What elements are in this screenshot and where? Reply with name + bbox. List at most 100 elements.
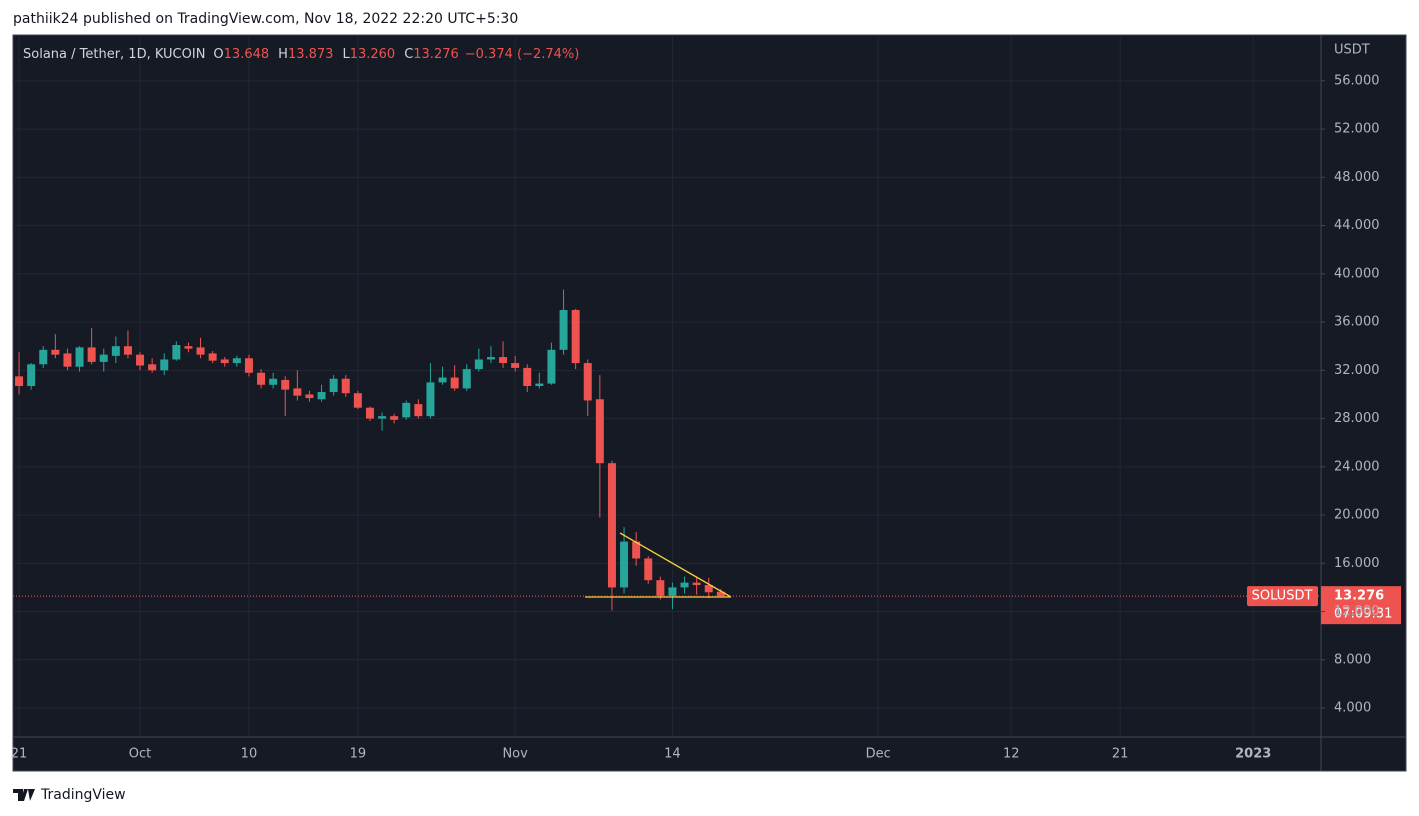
candle-body [692,582,701,586]
candle-body [99,354,108,362]
candle-body [438,377,447,383]
y-tick-label: 20.000 [1334,508,1380,523]
candle-body [148,364,157,371]
symbol-tag-text: SOLUSDT [1252,589,1313,604]
candle-body [704,585,713,593]
candle-body [341,378,350,394]
candle-body [172,344,181,360]
candle-body [232,358,241,364]
y-tick-label: 44.000 [1334,218,1380,233]
candle-body [293,388,302,396]
legend-key: O [213,47,223,62]
candle-body [474,359,483,370]
candle-body [450,377,459,389]
candle-body [511,363,520,368]
candle-body [39,349,48,365]
x-tick-label: 12 [1003,747,1020,762]
y-tick-label: 40.000 [1334,266,1380,281]
x-tick-label: 19 [350,747,367,762]
candle-body [571,310,580,364]
price-tag-value: 13.276 [1334,589,1384,604]
y-tick-label: 24.000 [1334,459,1380,474]
candle-body [87,347,96,362]
symbol-title: Solana / Tether, 1D, KUCOIN [23,47,205,62]
chart-frame [12,34,1407,772]
candle-body [111,346,120,356]
candle-body [680,582,689,588]
candle-body [486,357,495,360]
legend-value: 13.648 [224,47,270,62]
candle-body [523,367,532,386]
brand-logo [13,789,35,801]
y-tick-label: 32.000 [1334,363,1380,378]
candle-body [547,349,556,384]
overlay: SOLUSDT 13.276 07:09:31 [13,586,1401,625]
candle-body [365,407,374,419]
y-tick-label: 4.000 [1334,701,1371,716]
candle-body [607,463,616,588]
x-tick-label: Dec [866,747,891,762]
legend-key: L [342,47,350,62]
candle-body [196,347,205,355]
legend-key: H [278,47,288,62]
legend-key: C [404,47,413,62]
x-tick-label: 10 [241,747,258,762]
price-tag-countdown: 07:09:31 [1334,607,1392,622]
legend-value: 13.276 [413,47,459,62]
candle-body [378,416,387,419]
candle-body [160,359,169,371]
candle-body [63,353,72,367]
candle-body [535,383,544,386]
candle-body [51,349,60,355]
y-axis-unit: USDT [1334,43,1370,58]
x-tick-label: Nov [502,747,528,762]
candle-body [244,358,253,373]
price-tag [1321,586,1401,625]
candle-body [15,376,24,386]
candle-body [305,394,314,399]
y-tick-label: 36.000 [1334,315,1380,330]
grid [13,35,1321,737]
logo-mark [13,789,35,801]
publish-note: pathiik24 published on TradingView.com, … [13,11,518,27]
x-tick-label: Oct [129,747,151,762]
candle-body [184,346,193,349]
candle-body [220,359,229,364]
candle-body [390,416,399,420]
candle-body [136,354,145,366]
candle-body [414,404,423,417]
y-tick-label: 28.000 [1334,411,1380,426]
x-tick-label: 21 [11,747,28,762]
y-tick-label: 56.000 [1334,73,1380,88]
candles [15,289,725,611]
x-tick-label: 2023 [1235,747,1271,762]
candle-body [668,587,677,596]
candle-body [317,392,326,400]
y-tick-label: 48.000 [1334,170,1380,185]
candle-body [329,378,338,393]
candle-body [462,369,471,389]
candle-body [499,357,508,364]
candle-body [353,393,362,408]
candle-body [402,402,411,418]
candle-body [632,541,641,559]
y-tick-label: 16.000 [1334,556,1380,571]
y-tick-label: 8.000 [1334,652,1371,667]
y-tick-label: 52.000 [1334,122,1380,137]
candle-body [269,378,278,385]
candle-body [27,364,36,386]
candle-body [644,558,653,581]
candle-body [583,363,592,401]
legend-value: 13.260 [350,47,396,62]
candle-body [426,382,435,417]
y-tick-label: 12.000 [1334,604,1380,619]
ohlc-legend: Solana / Tether, 1D, KUCOIN O13.648 H13.87… [23,47,579,62]
symbol-tag [1247,586,1318,607]
candle-body [257,372,266,385]
candle-body [716,591,725,597]
x-tick-label: 21 [1112,747,1129,762]
legend-change: −0.374 (−2.74%) [465,47,580,62]
candle-body [656,580,665,596]
